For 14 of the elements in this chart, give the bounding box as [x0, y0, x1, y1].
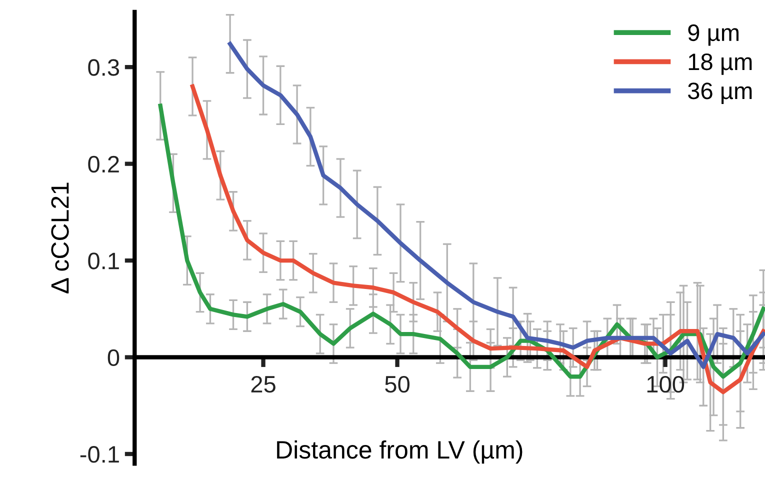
- line-series: [190, 84, 765, 394]
- y-tick-label: 0.2: [88, 156, 119, 173]
- x-axis-title: Distance from LV (µm): [277, 440, 522, 464]
- y-axis-title: Δ cCCL21: [51, 182, 69, 294]
- legend-label: 36 µm: [688, 82, 752, 104]
- y-tick-label: 0.1: [88, 252, 119, 270]
- y-tick-label: -0.1: [80, 446, 119, 463]
- x-tick-label: 25: [251, 376, 276, 393]
- y-tick-label: 0.3: [88, 59, 120, 76]
- y-tick-label: 0: [108, 349, 120, 366]
- legend-label: 9 µm: [688, 24, 739, 46]
- legend-label: 18 µm: [688, 53, 752, 75]
- x-tick-label: 100: [647, 376, 684, 393]
- x-tick-label: 50: [385, 376, 410, 393]
